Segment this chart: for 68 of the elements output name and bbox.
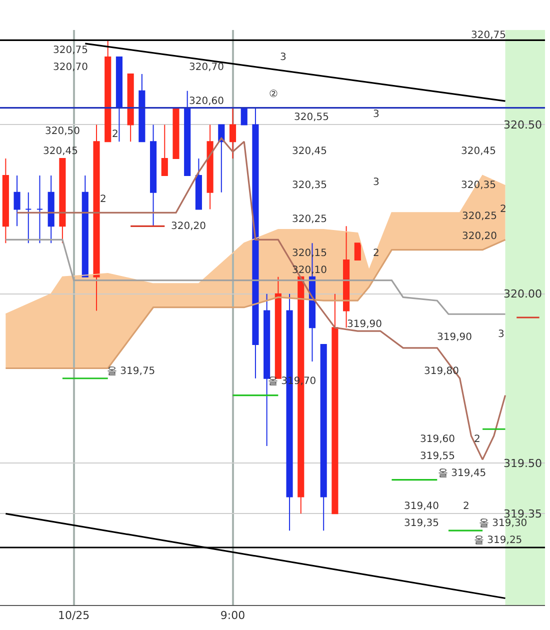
candlestick [25, 192, 32, 244]
candlestick [354, 242, 361, 260]
x-tick-label: 9:00 [220, 609, 246, 622]
annotation: 2 [500, 204, 506, 215]
annotation: ② [269, 89, 278, 100]
annotation: 2 [474, 434, 480, 445]
candlestick [36, 174, 44, 244]
y-tick-label: 320.50 [504, 118, 542, 132]
candlestick [229, 107, 236, 160]
annotation: 320,45 [461, 146, 496, 157]
annotation: 2 [373, 248, 380, 259]
candlestick [264, 293, 270, 447]
candlestick [172, 107, 180, 160]
candlestick [218, 124, 225, 193]
annotation: 320,20 [462, 231, 497, 242]
annotation: 올 319,30 [479, 518, 528, 529]
candlestick [93, 124, 100, 312]
annotation: 319,60 [420, 434, 455, 445]
annotation: 320,75 [471, 30, 506, 41]
candlestick [184, 90, 191, 176]
candlestick [138, 73, 146, 142]
annotation: 320,45 [292, 146, 327, 157]
annotation: 3 [280, 52, 286, 63]
annotation: 320,55 [294, 112, 329, 123]
annotation: 2 [112, 129, 118, 140]
annotation: 319,90 [437, 332, 472, 343]
candlestick [320, 344, 327, 532]
candlestick [195, 158, 202, 210]
annotation: 2 [100, 194, 106, 205]
candlestick [161, 124, 168, 176]
annotation: 320,50 [45, 126, 80, 137]
candlestick [48, 174, 54, 244]
annotation: 올 319,75 [107, 366, 156, 377]
annotation: 319,40 [404, 501, 439, 512]
candlestick [252, 107, 259, 379]
candlestick [104, 40, 112, 142]
annotation: 320,70 [189, 62, 224, 73]
annotation: 320,25 [462, 211, 497, 222]
annotation: 320,45 [43, 146, 78, 157]
candlestick [14, 174, 20, 227]
candlestick [2, 158, 9, 244]
y-tick-label: 319.50 [504, 456, 542, 470]
annotation: 320,60 [189, 96, 224, 107]
candlestick [240, 107, 248, 126]
annotation: 올 319,45 [438, 468, 486, 479]
annotation: 319,55 [420, 451, 455, 462]
candlestick [332, 293, 338, 514]
candlestick [116, 56, 122, 142]
annotation: 319,35 [404, 518, 439, 529]
annotation: 3 [498, 329, 504, 340]
annotation: 319,90 [347, 319, 382, 330]
annotation: 320,35 [292, 180, 327, 191]
candlestick [150, 124, 157, 227]
x-tick-label: 10/25 [58, 609, 90, 622]
annotation: 3 [373, 109, 380, 120]
candlestick [59, 158, 66, 244]
annotation: 320,70 [53, 62, 88, 73]
annotation: 320,20 [171, 221, 206, 232]
candlestick [206, 124, 214, 210]
annotation: 2 [463, 501, 470, 512]
annotation: 320,25 [292, 214, 327, 225]
candlestick [82, 174, 88, 278]
y-tick-label: 320.00 [504, 288, 542, 301]
annotation: 올 319,25 [474, 535, 522, 546]
annotation: 320,75 [53, 45, 88, 56]
candlestick [127, 73, 134, 142]
annotation: 3 [373, 177, 380, 188]
annotation: 320,35 [461, 180, 496, 191]
